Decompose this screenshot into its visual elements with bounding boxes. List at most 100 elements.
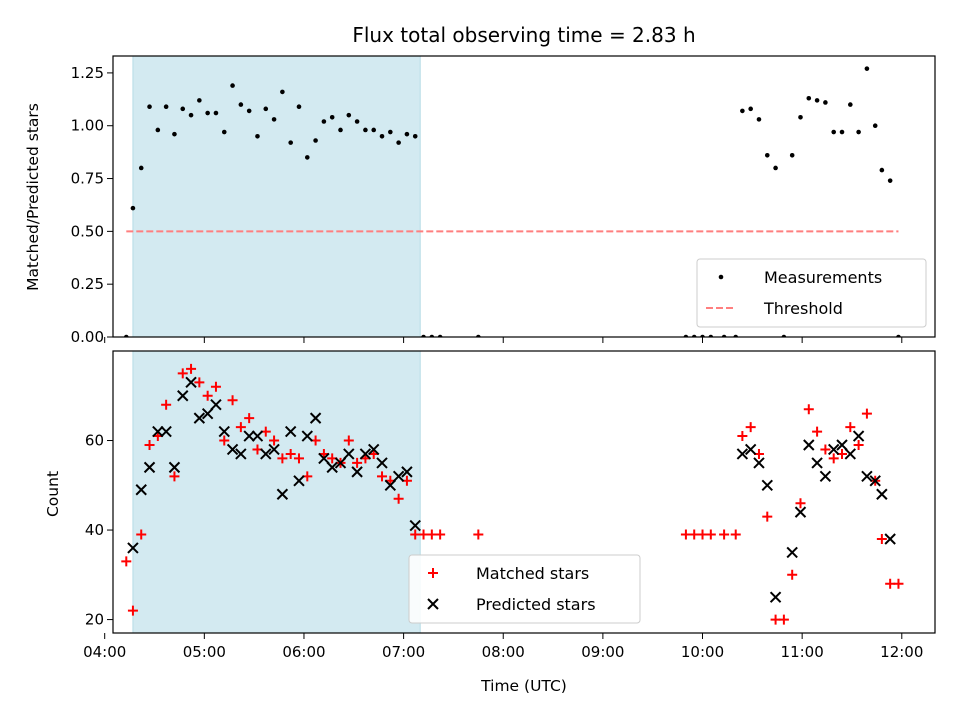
data-point-matched-stars (277, 453, 288, 464)
top-y-tick-label: 0.75 (71, 170, 104, 188)
data-point-predicted-stars (143, 461, 156, 474)
data-point-measurements (806, 95, 812, 101)
data-point-predicted-stars (836, 439, 848, 451)
data-point-matched-stars (121, 556, 132, 567)
data-point-measurements (188, 112, 194, 118)
data-point-measurements (848, 102, 853, 107)
data-point-measurements (831, 129, 837, 135)
top-legend: Measurements Threshold (696, 258, 927, 328)
bottom-plot-area (121, 363, 904, 625)
data-point-measurements (221, 129, 227, 135)
data-point-predicted-stars (309, 412, 322, 424)
data-point-predicted-stars (127, 542, 139, 554)
bottom-x-tick-label: 12:00 (880, 643, 923, 661)
data-point-measurements (280, 89, 285, 95)
data-point-predicted-stars (152, 425, 164, 438)
data-point-predicted-stars (343, 448, 355, 460)
top-y-tick-label: 1.25 (71, 64, 104, 82)
data-point-predicted-stars (376, 457, 388, 469)
legend-swatch-measurements (718, 274, 724, 280)
chart-title: Flux total observing time = 2.83 h (352, 23, 695, 47)
data-point-measurements (354, 119, 360, 124)
data-point-predicted-stars (384, 479, 397, 491)
bottom-x-tick-label: 04:00 (83, 643, 126, 661)
data-point-predicted-stars (226, 443, 239, 456)
data-point-matched-stars (730, 529, 741, 540)
data-point-predicted-stars (301, 430, 313, 442)
data-point-measurements (313, 138, 318, 143)
data-point-measurements (756, 117, 762, 122)
data-point-measurements (263, 106, 269, 112)
data-point-measurements (388, 129, 393, 135)
data-point-matched-stars (737, 431, 748, 442)
data-point-predicted-stars (251, 430, 264, 442)
data-point-predicted-stars (359, 448, 372, 460)
data-point-matched-stars (435, 529, 446, 540)
bottom-y-axis-label: Count (44, 471, 62, 517)
data-point-matched-stars (861, 408, 872, 419)
data-point-matched-stars (795, 498, 806, 509)
data-point-measurements (814, 98, 820, 103)
data-point-measurements (412, 133, 418, 139)
data-point-matched-stars (343, 435, 354, 446)
legend-label-predicted-stars: Predicted stars (476, 595, 596, 614)
data-point-matched-stars (778, 614, 789, 625)
data-point-predicted-stars (744, 443, 757, 456)
data-point-predicted-stars (861, 470, 873, 483)
legend-label-threshold: Threshold (763, 299, 843, 318)
data-point-matched-stars (186, 363, 197, 374)
data-point-measurements (363, 127, 368, 133)
data-point-measurements (404, 131, 410, 137)
data-point-matched-stars (352, 457, 363, 468)
top-axes-frame (112, 55, 936, 338)
data-point-predicted-stars (769, 591, 782, 603)
data-point-measurements (296, 104, 302, 110)
data-point-measurements (773, 165, 778, 171)
bottom-x-tick-label: 06:00 (282, 643, 325, 661)
data-point-predicted-stars (761, 479, 773, 491)
data-point-predicted-stars (753, 457, 765, 469)
bottom-legend-box (408, 554, 641, 624)
data-point-predicted-stars (852, 430, 865, 442)
data-point-predicted-stars (803, 439, 815, 451)
data-point-measurements (246, 108, 252, 114)
data-point-matched-stars (227, 395, 238, 406)
bottom-y-tick-label: 40 (85, 521, 104, 539)
data-point-predicted-stars (326, 461, 338, 474)
data-point-predicted-stars (284, 425, 297, 438)
data-point-predicted-stars (368, 443, 380, 456)
top-y-tick-label: 0.00 (71, 328, 104, 346)
data-point-measurements (304, 155, 310, 160)
data-point-measurements (371, 127, 377, 133)
bottom-shaded-region (132, 350, 421, 634)
data-point-matched-stars (235, 422, 246, 433)
top-plot: 0.00 0.25 0.50 0.75 1.00 1.25 Measurements Thre… (71, 55, 936, 346)
bottom-x-tick-label: 08:00 (482, 643, 525, 661)
data-point-measurements (396, 140, 401, 145)
data-point-predicted-stars (401, 466, 413, 478)
data-point-measurements (329, 114, 335, 120)
data-point-measurements (839, 129, 845, 135)
data-point-measurements (271, 117, 277, 122)
data-point-predicted-stars (243, 430, 255, 442)
data-point-predicted-stars (392, 470, 405, 483)
bottom-axes-frame (112, 350, 936, 634)
data-point-predicted-stars (884, 533, 896, 545)
legend-swatch-predicted-stars (427, 598, 439, 610)
data-point-matched-stars (876, 534, 887, 544)
data-point-matched-stars (136, 529, 147, 540)
data-point-matched-stars (812, 426, 823, 437)
data-point-measurements (197, 98, 202, 103)
data-point-matched-stars (202, 390, 213, 401)
bottom-series-matched-stars (121, 363, 904, 625)
data-point-predicted-stars (260, 448, 272, 460)
data-point-matched-stars (853, 440, 864, 450)
data-point-measurements (147, 104, 152, 110)
bottom-plot: 20 40 60 04:00 05:00 06:00 07:00 08:00 09:00 10:0… (83, 350, 936, 661)
data-point-matched-stars (745, 422, 756, 433)
data-point-measurements (155, 127, 161, 133)
data-point-measurements (163, 104, 169, 110)
data-point-matched-stars (762, 511, 773, 522)
data-point-predicted-stars (135, 484, 147, 496)
